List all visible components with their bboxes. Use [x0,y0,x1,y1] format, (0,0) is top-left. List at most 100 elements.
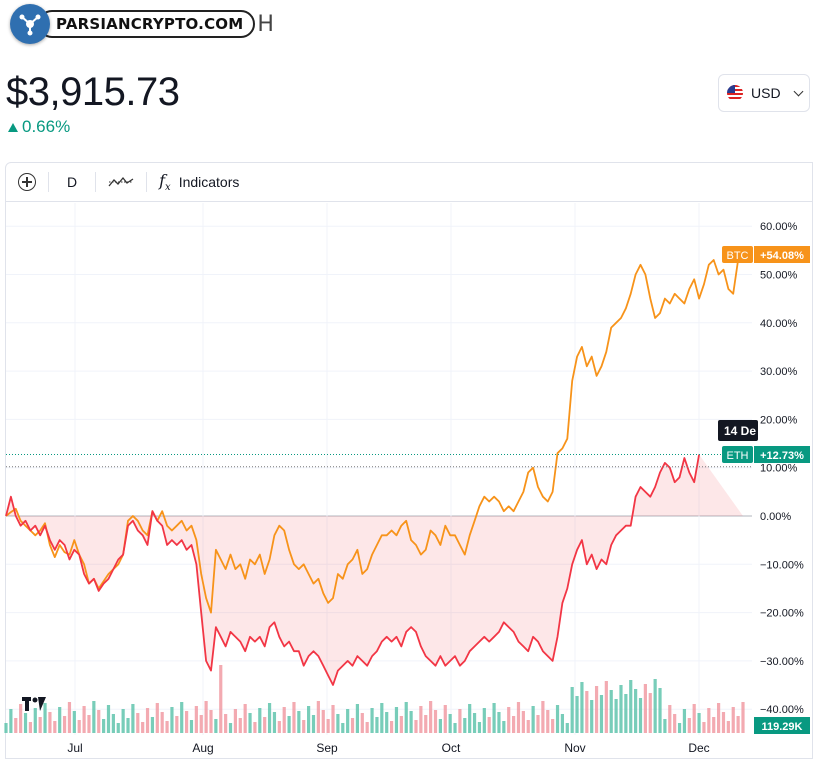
volume-bar [614,699,618,733]
volume-bar [443,705,447,733]
interval-button[interactable]: D [49,163,95,201]
brand-name: PARSIANCRYPTO.COM [38,10,256,38]
toolbar-divider [48,172,49,192]
x-tick-label: Jul [67,741,82,755]
volume-value-label: 119.29K [762,721,803,733]
volume-bar [253,722,257,733]
chart-toolbar: D fx Indicators [6,163,812,202]
volume-bar [541,701,545,733]
volume-bar [243,704,247,733]
volume-bar [287,716,291,733]
y-tick-label: −10.00% [760,559,804,571]
volume-bar [214,719,218,733]
indicators-button[interactable]: fx Indicators [147,163,251,201]
volume-bar [599,695,604,733]
volume-bar [58,707,62,733]
volume-bar [350,718,355,733]
volume-bar [526,720,530,733]
volume-bar [590,700,594,733]
brand-logo: PARSIANCRYPTO.COM H [10,4,274,44]
btc-series-line [5,254,744,614]
volume-bar [497,712,501,733]
up-triangle-icon [8,122,18,132]
volume-bar [399,716,403,733]
volume-bar [394,707,399,733]
volume-bar [336,714,340,733]
volume-bar [267,703,272,733]
volume-bar [370,708,374,733]
volume-bar [341,723,345,733]
volume-bar [126,718,130,733]
volume-bar [180,702,184,733]
volume-bar [72,711,76,733]
volume-bar [355,704,360,733]
volume-bar [297,711,301,733]
volume-bar [204,701,208,733]
volume-bar [131,704,135,733]
volume-bar [634,689,638,733]
volume-bar [302,720,306,733]
y-tick-label: −40.00% [760,704,804,716]
btc-name-label: BTC [727,250,749,262]
currency-select[interactable]: USD [718,74,810,112]
volume-bar [184,711,189,733]
us-flag-icon [727,85,743,101]
volume-bar [145,708,150,733]
crosshair-date-label: 14 De [724,424,756,438]
volume-bar [468,704,472,733]
x-tick-label: Oct [442,741,461,755]
logo-icon [10,4,50,44]
y-tick-label: 30.00% [760,366,798,378]
volume-bar [62,716,67,733]
volume-bar [224,714,228,733]
volume-bar [472,713,477,733]
x-tick-label: Aug [192,741,213,755]
volume-bar [321,710,325,733]
volume-bar [360,713,364,733]
volume-bar [414,720,418,733]
volume-bar [53,721,57,733]
eth-name-tag [722,446,753,463]
add-symbol-button[interactable] [6,163,48,201]
volume-bar [438,719,442,733]
fx-icon: fx [159,170,171,194]
volume-bar [194,706,198,733]
volume-bar [102,719,106,733]
volume-bar [33,708,37,733]
y-tick-label: 10.00% [760,463,798,475]
x-tick-label: Sep [316,741,338,755]
chart-type-button[interactable] [96,163,146,201]
volume-bar [624,694,628,733]
volume-bar [546,710,550,733]
volume-bar [365,722,369,733]
volume-bar [673,714,677,733]
volume-bar [14,718,18,733]
volume-bar [555,705,560,733]
volume-bar [731,707,735,733]
volume-bar [716,703,721,733]
volume-bar [43,703,47,733]
volume-bar [658,688,662,733]
volume-bar [516,702,521,733]
btc-value-tag [754,246,810,263]
volume-bar [668,705,672,733]
volume-bar [424,715,428,733]
volume-bar [263,717,267,733]
volume-bar [19,704,23,733]
volume-bar [404,702,408,733]
tradingview-logo-icon[interactable] [22,697,46,711]
y-tick-label: 0.00% [760,511,791,523]
volume-bar [512,716,516,733]
volume-bar [136,713,140,733]
y-tick-label: 60.00% [760,221,798,233]
volume-bar [307,706,311,733]
volume-bar [219,665,223,733]
btc-name-tag [722,246,753,263]
y-tick-label: −30.00% [760,656,804,668]
volume-bar [326,719,330,733]
volume-bar [150,717,155,733]
volume-bar [487,717,491,733]
toolbar-divider [146,172,148,192]
volume-bar [23,713,28,733]
